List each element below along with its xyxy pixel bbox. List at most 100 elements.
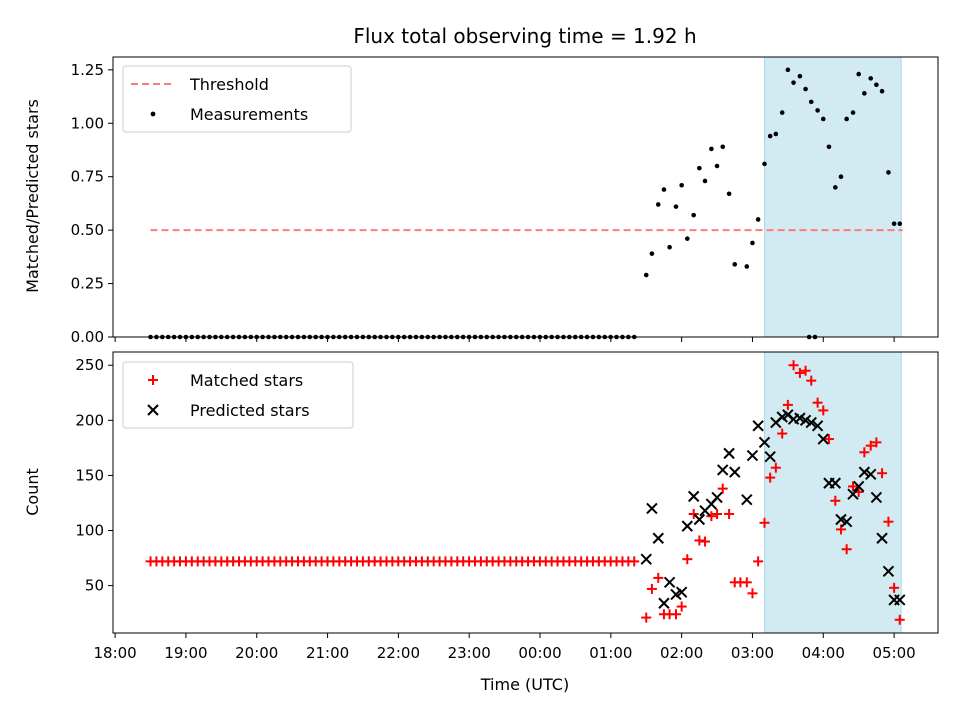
- measurement-point: [709, 146, 714, 152]
- measurement-point: [667, 244, 672, 250]
- measurement-point: [767, 133, 773, 139]
- matched-star-point: [806, 375, 817, 386]
- shaded-band: [764, 56, 902, 338]
- plot-frame: [112, 56, 939, 338]
- bottom-legend: Matched stars Predicted stars: [122, 361, 354, 429]
- matched-star-point: [800, 365, 811, 376]
- measurement-point: [726, 191, 732, 197]
- bottom-y-axis-label: Count: [23, 468, 42, 516]
- predicted-star-point-b: [758, 436, 771, 449]
- predicted-star-point-b: [782, 409, 794, 421]
- predicted-star-point-b: [865, 468, 877, 481]
- predicted-star-point: [741, 493, 753, 506]
- measurement-point: [649, 251, 655, 256]
- measurement-point: [755, 217, 761, 222]
- predicted-star-point-b: [658, 597, 670, 609]
- matched-star-point: [765, 472, 776, 483]
- measurement-point: [744, 264, 750, 269]
- matched-star-point: [794, 367, 805, 378]
- predicted-star-point-b: [817, 433, 829, 445]
- legend-measurements-swatch: [150, 111, 156, 117]
- matched-star-point: [877, 468, 888, 479]
- predicted-star-point: [858, 466, 871, 478]
- predicted-star-point-b: [646, 502, 658, 515]
- measurement-point: [874, 82, 879, 88]
- matched-star-point: [724, 508, 735, 519]
- measurement-point: [791, 80, 796, 85]
- legend-measurements-label: Measurements: [190, 105, 308, 124]
- matched-star-point: [894, 614, 905, 625]
- matched-star-point: [682, 554, 693, 565]
- predicted-star-point: [658, 597, 670, 609]
- measurement-point: [773, 131, 779, 137]
- predicted-star-point-b: [741, 493, 753, 506]
- measurement-point: [897, 221, 903, 227]
- matched-star-point: [823, 434, 834, 445]
- x-tick-label: 18:00: [94, 644, 137, 662]
- legend-predicted-label: Predicted stars: [190, 401, 310, 420]
- x-tick-label: 23:00: [448, 644, 491, 662]
- predicted-star-point-b: [870, 491, 883, 504]
- predicted-star-point-b: [746, 449, 759, 462]
- measurement-point: [844, 116, 849, 122]
- matched-star-point: [712, 508, 723, 519]
- top-axes: 0.00 0.25 0.50 0.75 1.00 1.25: [71, 56, 939, 346]
- matched-star-point: [859, 447, 870, 458]
- predicted-star-point-b: [717, 464, 729, 476]
- y-tick-label: 1.25: [71, 61, 104, 79]
- top-y-axis-label: Matched/Predicted stars: [23, 99, 42, 293]
- predicted-star-point-b: [723, 447, 735, 460]
- x-tick-label: 19:00: [164, 644, 207, 662]
- predicted-star-point-b: [681, 520, 694, 532]
- predicted-star-point: [693, 513, 706, 526]
- y-tick-label: 1.00: [71, 114, 104, 132]
- predicted-star-point: [687, 490, 700, 503]
- chart-title: Flux total observing time = 1.92 h: [353, 24, 696, 48]
- matched-star-point: [688, 508, 699, 519]
- measurement-point: [702, 178, 708, 184]
- measurement-point: [732, 262, 738, 267]
- measurement-point: [661, 187, 667, 192]
- predicted-star-point: [847, 488, 859, 500]
- predicted-star-point: [882, 565, 895, 577]
- measurement-point: [697, 165, 702, 171]
- measurement-point: [808, 99, 814, 105]
- predicted-star-point-b: [811, 420, 824, 432]
- y-tick-label: 200: [75, 411, 104, 429]
- predicted-star-point: [652, 532, 664, 544]
- matched-star-point: [759, 517, 770, 528]
- matched-star-point: [770, 462, 781, 473]
- predicted-star-point-b: [894, 594, 906, 606]
- predicted-star-point-b: [675, 586, 688, 598]
- matched-stars-points: [145, 360, 905, 625]
- measurement-point: [879, 88, 885, 94]
- matched-star-point: [835, 524, 846, 535]
- x-tick-label: 02:00: [660, 644, 703, 662]
- x-tick-label: 20:00: [235, 644, 278, 662]
- legend-predicted-swatch: [147, 404, 159, 416]
- measurement-point: [762, 161, 767, 167]
- y-tick-label: 150: [75, 466, 104, 484]
- predicted-star-point-b: [663, 576, 676, 589]
- matched-star-point: [753, 556, 764, 567]
- predicted-star-point: [876, 532, 888, 544]
- measurement-point: [655, 202, 661, 207]
- matched-star-point: [883, 516, 894, 527]
- predicted-star-point: [717, 464, 729, 476]
- x-tick-label: 21:00: [306, 644, 349, 662]
- measurement-point: [643, 272, 649, 278]
- predicted-star-point-b: [693, 513, 706, 526]
- measurement-point: [862, 91, 867, 96]
- matched-star-point: [865, 440, 876, 451]
- measurement-point: [833, 185, 838, 190]
- measurement-point: [886, 170, 891, 175]
- predicted-star-point: [758, 436, 771, 449]
- legend-matched-marker: [148, 375, 158, 385]
- predicted-star-point-b: [794, 412, 806, 424]
- measurement-point: [803, 86, 808, 92]
- x-tick-label: 22:00: [377, 644, 420, 662]
- matched-star-point: [641, 612, 652, 623]
- predicted-star-point: [752, 420, 764, 432]
- measurement-point: [685, 236, 690, 241]
- predicted-star-point: [811, 420, 824, 432]
